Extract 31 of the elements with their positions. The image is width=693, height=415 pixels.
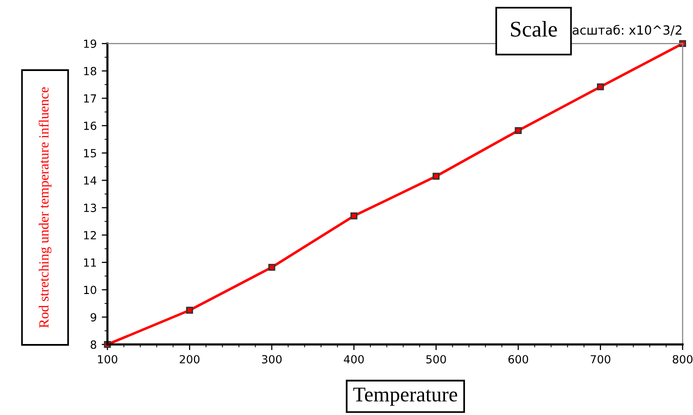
chart-title: Scale — [511, 21, 557, 37]
chart-subtitle: асштаб: x10^3/2 — [572, 24, 682, 36]
point — [514, 127, 522, 134]
point — [268, 264, 276, 271]
point — [432, 172, 440, 180]
point — [350, 212, 358, 220]
x-axis-title: Temperature — [353, 388, 458, 406]
y-tick-label: 13 — [84, 204, 96, 212]
x-tick-label: 400 — [344, 355, 364, 364]
y-tick-label: 9 — [90, 313, 96, 322]
x-tick-label: 200 — [180, 355, 200, 364]
y-tick-label: 17 — [84, 94, 96, 102]
point — [186, 306, 194, 314]
point — [679, 40, 686, 48]
y-tick-label: 11 — [84, 258, 96, 267]
x-tick-label: 500 — [426, 355, 446, 364]
x-tick-label: 600 — [508, 355, 528, 364]
x-tick-label: 300 — [262, 355, 282, 364]
point — [596, 83, 604, 90]
x-tick-label: 700 — [590, 355, 610, 364]
y-tick-label: 10 — [84, 286, 96, 294]
y-tick-label: 8 — [90, 340, 96, 349]
x-tick-label: 100 — [98, 355, 118, 364]
y-tick-label: 14 — [84, 176, 96, 185]
y-tick-label: 19 — [84, 40, 96, 48]
y-tick-label: 16 — [84, 122, 96, 130]
y-tick-label: 18 — [84, 66, 96, 76]
x-tick-label: 800 — [672, 355, 692, 364]
y-tick-label: 15 — [84, 149, 96, 158]
y-tick-label: 12 — [84, 231, 96, 240]
y-axis-title: Rod stretching under temperature influence — [38, 87, 52, 328]
